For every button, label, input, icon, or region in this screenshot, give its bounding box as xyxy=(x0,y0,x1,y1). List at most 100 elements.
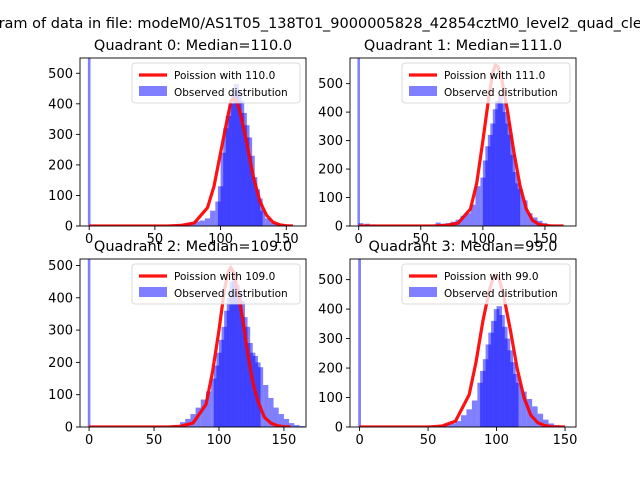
histogram-bar xyxy=(517,188,523,226)
histogram-bar xyxy=(283,418,290,427)
x-tick-label: 150 xyxy=(274,232,299,247)
y-tick-label: 200 xyxy=(318,163,343,178)
histogram-bar xyxy=(199,220,205,226)
histogram-bar xyxy=(294,425,300,427)
legend-box xyxy=(131,62,301,104)
histogram-bar xyxy=(507,350,513,427)
y-tick-label: 400 xyxy=(318,303,343,318)
histogram-bar xyxy=(289,423,295,427)
histogram-bar-zero xyxy=(358,259,361,427)
x-tick-label: 150 xyxy=(533,232,558,247)
histogram-bar xyxy=(263,385,269,427)
y-tick-label: 300 xyxy=(48,324,73,339)
y-tick-label: 0 xyxy=(65,220,73,235)
figure-title: Histogram of data in file: modeM0/AS1T05… xyxy=(0,16,640,32)
histogram-bar xyxy=(205,391,212,427)
legend: Poission with 109.0 Observed distribution xyxy=(131,263,301,305)
legend-box xyxy=(401,62,571,104)
legend-observed-swatch xyxy=(139,86,167,96)
y-tick-label: 400 xyxy=(48,291,73,306)
histogram-bar xyxy=(460,216,466,226)
y-tick-label: 300 xyxy=(318,332,343,347)
x-tick-label: 100 xyxy=(208,232,233,247)
panel-title: Quadrant 3: Median=99.0 xyxy=(369,239,558,255)
legend-observed-label: Observed distribution xyxy=(444,87,558,99)
x-tick-label: 100 xyxy=(207,433,232,448)
histogram-bar xyxy=(532,406,538,427)
histogram-bar xyxy=(537,413,544,427)
histogram-bar xyxy=(471,400,478,427)
y-tick-label: 100 xyxy=(318,391,343,406)
histogram-bar xyxy=(455,421,461,427)
histogram-bar xyxy=(268,397,274,427)
legend-poisson-label: Poission with 109.0 xyxy=(174,271,275,283)
histogram-bar xyxy=(510,154,516,226)
legend-observed-label: Observed distribution xyxy=(174,288,288,300)
x-tick-label: 50 xyxy=(147,232,164,247)
histogram-bar xyxy=(521,391,527,427)
histogram-bar xyxy=(299,426,305,427)
histogram-bar xyxy=(273,407,279,427)
histogram-bar xyxy=(204,218,211,226)
legend: Poission with 99.0 Observed distribution xyxy=(401,263,571,305)
panel-quadrant-0: Quadrant 0: Median=110.0 0 50 100 150 0 100 200… xyxy=(48,38,307,247)
y-tick-label: 0 xyxy=(335,220,343,235)
histogram-bar xyxy=(515,382,522,427)
histogram-bar xyxy=(465,213,471,226)
panel-title: Quadrant 2: Median=109.0 xyxy=(94,239,292,255)
x-tick-label: 0 xyxy=(355,433,363,448)
histogram-bar xyxy=(200,399,206,427)
histogram-bar-zero xyxy=(87,259,91,427)
histogram-bar xyxy=(460,415,467,427)
legend-box xyxy=(131,263,301,305)
y-tick-label: 200 xyxy=(48,158,73,173)
panel-title: Quadrant 1: Median=111.0 xyxy=(364,38,562,54)
y-tick-label: 500 xyxy=(48,259,73,274)
x-tick-label: 0 xyxy=(355,232,363,247)
histogram-bar xyxy=(527,213,533,226)
y-tick-label: 400 xyxy=(48,97,73,112)
panel-quadrant-3: Quadrant 3: Median=99.0 0 50 100 150 0 100 200 3… xyxy=(318,239,577,448)
y-tick-label: 500 xyxy=(48,67,73,82)
legend-observed-swatch xyxy=(409,287,437,297)
y-tick-label: 200 xyxy=(48,356,73,371)
histogram-bar xyxy=(260,210,266,226)
panel-quadrant-2: Quadrant 2: Median=109.0 0 50 100 150 0 100 200… xyxy=(48,239,307,448)
legend-observed-swatch xyxy=(139,287,167,297)
legend-poisson-label: Poission with 99.0 xyxy=(444,271,539,283)
histogram-bar xyxy=(522,200,528,226)
plot-area xyxy=(358,259,571,427)
histogram-bar xyxy=(220,152,226,226)
x-tick-label: 100 xyxy=(484,433,509,448)
y-tick-label: 300 xyxy=(48,128,73,143)
histogram-bar xyxy=(231,94,237,226)
y-tick-label: 100 xyxy=(48,189,73,204)
x-tick-label: 150 xyxy=(553,433,578,448)
y-tick-label: 0 xyxy=(335,421,343,436)
histogram-bar xyxy=(482,359,489,427)
y-tick-label: 300 xyxy=(318,134,343,149)
histogram-bar xyxy=(278,414,284,427)
legend-observed-label: Observed distribution xyxy=(174,87,288,99)
histogram-bar-zero xyxy=(87,58,91,226)
poisson-curve xyxy=(89,96,293,226)
legend: Poission with 111.0 Observed distribution xyxy=(401,62,571,104)
y-tick-label: 400 xyxy=(318,106,343,121)
y-tick-label: 500 xyxy=(318,273,343,288)
legend-observed-swatch xyxy=(409,86,437,96)
axes-frame xyxy=(349,258,577,428)
y-tick-label: 200 xyxy=(318,362,343,377)
x-tick-label: 50 xyxy=(413,232,430,247)
histogram-bar xyxy=(265,218,271,226)
legend-observed-label: Observed distribution xyxy=(444,288,558,300)
histogram-bar xyxy=(449,423,456,427)
histogram-bar xyxy=(249,155,255,226)
y-tick-label: 100 xyxy=(318,191,343,206)
histogram-bar xyxy=(470,204,476,226)
histogram-bar xyxy=(466,409,472,427)
axes-frame xyxy=(79,57,307,227)
axes-frame xyxy=(349,57,577,227)
legend-box xyxy=(401,263,571,305)
x-tick-label: 50 xyxy=(420,433,437,448)
